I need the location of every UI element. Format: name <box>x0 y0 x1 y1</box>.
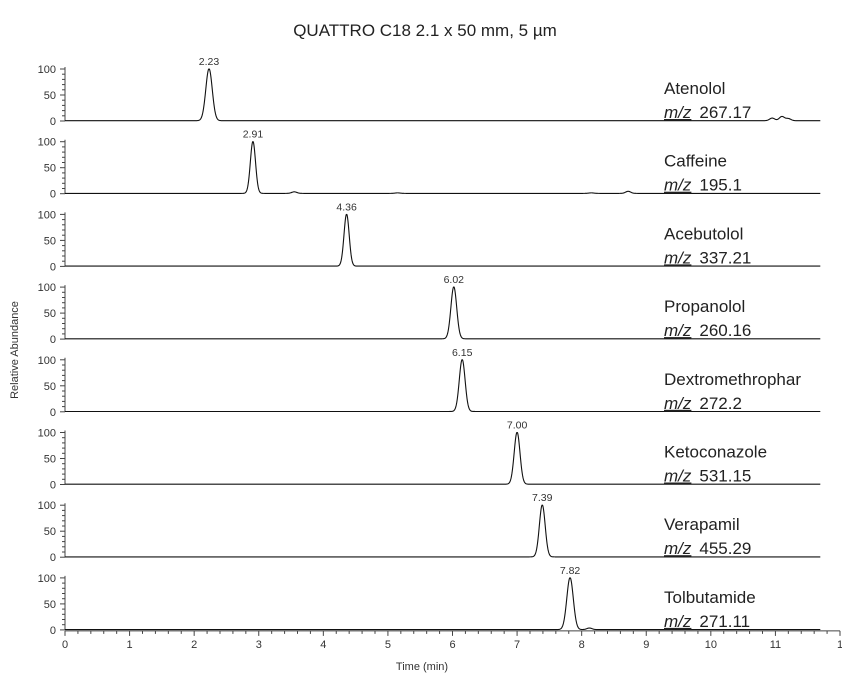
panel-1: 0 50 100 2.23 Atenolol m/z 267.17 <box>38 56 821 128</box>
compound-name: Dextromethrophar <box>664 370 801 389</box>
x-tick-label: 3 <box>256 639 262 651</box>
peak-label: 6.15 <box>452 347 473 359</box>
y-tick-label: 50 <box>44 163 56 175</box>
y-tick-label: 0 <box>50 334 56 346</box>
x-tick-label: 1 <box>837 639 842 651</box>
mz-label: m/z 531.15 <box>664 467 751 486</box>
compound-name: Acebutolol <box>664 224 743 243</box>
peak-label: 7.00 <box>507 420 528 432</box>
y-tick-label: 50 <box>44 235 56 247</box>
peak-label: 2.91 <box>243 129 264 141</box>
panel-5: 0 50 100 6.15 Dextromethrophar m/z 272.2 <box>38 347 821 419</box>
x-tick-label: 11 <box>770 639 781 651</box>
peak-label: 7.39 <box>532 492 553 504</box>
x-axis: 0 1 2 3 4 5 6 7 8 9 10 11 1 <box>62 630 842 651</box>
trace-verapamil <box>64 504 821 558</box>
y-tick-label: 100 <box>38 209 56 221</box>
trace-ketoconazole <box>64 431 821 485</box>
chart-title: QUATTRO C18 2.1 x 50 mm, 5 µm <box>293 21 557 40</box>
mz-label: m/z 455.29 <box>664 539 751 558</box>
panels: 0 50 100 2.23 Atenolol m/z 267.17 0 50 100 2.91 Caf… <box>38 56 821 637</box>
trace-atenolol <box>64 68 821 122</box>
compound-name: Atenolol <box>664 79 725 98</box>
x-tick-label: 2 <box>191 639 197 651</box>
y-tick-label: 50 <box>44 599 56 611</box>
mz-label: m/z 260.16 <box>664 321 751 340</box>
x-tick-label: 6 <box>449 639 455 651</box>
panel-6: 0 50 100 7.00 Ketoconazole m/z 531.15 <box>38 420 821 492</box>
peak-label: 4.36 <box>336 201 357 213</box>
x-tick-label: 7 <box>514 639 520 651</box>
y-tick-label: 0 <box>50 407 56 419</box>
trace-acebutolol <box>64 213 821 267</box>
y-tick-label: 0 <box>50 625 56 637</box>
peak-label: 2.23 <box>199 56 220 68</box>
y-tick-label: 50 <box>44 381 56 393</box>
x-tick-label: 5 <box>385 639 391 651</box>
peak-label: 7.82 <box>560 565 581 577</box>
x-tick-label: 0 <box>62 639 68 651</box>
y-tick-label: 50 <box>44 526 56 538</box>
trace-caffeine <box>64 141 821 194</box>
trace-tolbutamide <box>64 577 821 631</box>
y-tick-label: 0 <box>50 116 56 128</box>
mz-label: m/z 337.21 <box>664 248 751 267</box>
mz-label: m/z 195.1 <box>664 176 742 195</box>
x-tick-label: 1 <box>127 639 133 651</box>
y-tick-label: 100 <box>38 137 56 149</box>
compound-name: Ketoconazole <box>664 443 767 462</box>
y-tick-label: 0 <box>50 552 56 564</box>
compound-name: Tolbutamide <box>664 588 756 607</box>
x-tick-label: 4 <box>320 639 326 651</box>
mz-label: m/z 271.11 <box>664 612 750 631</box>
panel-7: 0 50 100 7.39 Verapamil m/z 455.29 <box>38 492 821 564</box>
x-tick-label: 8 <box>579 639 585 651</box>
y-tick-label: 100 <box>38 355 56 367</box>
panel-4: 0 50 100 6.02 Propanolol m/z 260.16 <box>38 274 821 346</box>
panel-3: 0 50 100 4.36 Acebutolol m/z 337.21 <box>38 201 821 273</box>
y-tick-label: 100 <box>38 573 56 585</box>
trace-propanolol <box>64 286 821 340</box>
y-tick-label: 50 <box>44 454 56 466</box>
y-tick-label: 100 <box>38 428 56 440</box>
y-tick-label: 0 <box>50 480 56 492</box>
compound-name: Propanolol <box>664 297 745 316</box>
y-axis-label: Relative Abundance <box>9 301 21 399</box>
x-tick-label: 9 <box>643 639 649 651</box>
y-tick-label: 100 <box>38 500 56 512</box>
compound-name: Caffeine <box>664 152 727 171</box>
mz-label: m/z 267.17 <box>664 103 751 122</box>
y-tick-label: 50 <box>44 90 56 102</box>
compound-name: Verapamil <box>664 515 740 534</box>
y-tick-label: 50 <box>44 308 56 320</box>
y-tick-label: 0 <box>50 189 56 201</box>
peak-label: 6.02 <box>444 274 465 286</box>
y-tick-label: 100 <box>38 282 56 294</box>
panel-2: 0 50 100 2.91 Caffeine m/z 195.1 <box>38 129 821 201</box>
x-tick-label: 10 <box>705 639 717 651</box>
x-axis-label: Time (min) <box>396 661 448 673</box>
panel-8: 0 50 100 7.82 Tolbutamide m/z 271.11 <box>38 565 821 637</box>
y-tick-label: 100 <box>38 64 56 76</box>
y-tick-label: 0 <box>50 261 56 273</box>
mz-label: m/z 272.2 <box>664 394 742 413</box>
trace-dextromethrophar <box>64 359 821 413</box>
